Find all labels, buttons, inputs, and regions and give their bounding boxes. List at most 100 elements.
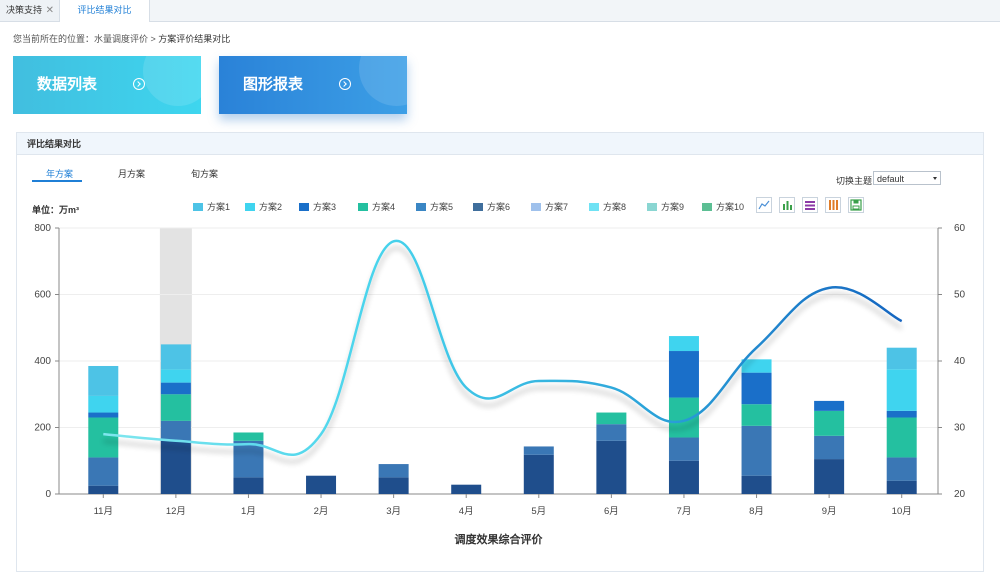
bar-segment <box>88 417 119 458</box>
theme-label: 切换主题 <box>836 176 873 186</box>
bar-segment <box>668 460 699 494</box>
legend-label: 方案1 <box>207 202 231 212</box>
tab-label: 决策支持 <box>6 5 43 15</box>
x-axis-title: 调度效果综合评价 <box>455 532 544 546</box>
breadcrumb-current: 方案评价结果对比 <box>158 34 231 44</box>
legend-item[interactable]: 方案8 <box>589 202 626 214</box>
bar-chart-icon[interactable] <box>779 197 795 213</box>
bar-segment <box>741 425 772 476</box>
legend-item[interactable]: 方案3 <box>299 202 336 214</box>
x-tick-label: 6月 <box>604 506 619 517</box>
unit-label: 单位：万m³ <box>32 205 79 215</box>
arrow-circle-icon <box>339 78 351 90</box>
x-tick-label: 9月 <box>822 506 837 517</box>
legend-item[interactable]: 方案1 <box>193 202 230 214</box>
chart-report-button[interactable]: 图形报表 <box>219 56 407 114</box>
bar-segment <box>668 351 699 398</box>
theme-select[interactable]: default <box>873 171 941 185</box>
x-tick-label: 10月 <box>892 506 912 517</box>
bar-segment <box>378 464 409 478</box>
bar-segment <box>88 365 119 396</box>
legend-swatch <box>473 203 483 211</box>
bar-segment <box>160 369 191 383</box>
bar-segment <box>886 410 917 418</box>
data-list-button[interactable]: 数据列表 <box>13 56 201 114</box>
legend-swatch <box>416 203 426 211</box>
y2-tick-label: 50 <box>954 290 966 301</box>
legend-label: 方案10 <box>716 202 745 212</box>
y2-tick-label: 30 <box>954 423 966 434</box>
x-tick-label: 2月 <box>314 506 329 517</box>
x-tick-label: 7月 <box>677 506 692 517</box>
bar-segment <box>233 440 264 478</box>
legend-swatch <box>702 203 712 211</box>
tiled-icon[interactable] <box>825 197 841 213</box>
stack-icon[interactable] <box>802 197 818 213</box>
legend-item[interactable]: 方案7 <box>531 202 568 214</box>
line-chart-icon[interactable] <box>756 197 772 213</box>
bar-segment <box>886 347 917 370</box>
tab-comparison[interactable]: 评比结果对比 <box>60 0 150 22</box>
legend-swatch <box>589 203 599 211</box>
series-line <box>103 239 903 456</box>
bar-segment <box>523 454 554 494</box>
bar-segment <box>814 459 845 494</box>
legend-item[interactable]: 方案4 <box>358 202 395 214</box>
legend-item[interactable]: 方案10 <box>702 202 744 214</box>
chevron-down-icon <box>933 177 937 180</box>
bar-segment <box>596 424 627 441</box>
breadcrumb-item[interactable]: 水量调度评价 <box>94 34 149 44</box>
y2-tick-label: 20 <box>954 489 966 500</box>
bar-segment <box>886 457 917 481</box>
bar-segment <box>741 475 772 494</box>
bar-segment <box>160 382 191 395</box>
legend-item[interactable]: 方案5 <box>416 202 453 214</box>
y-tick-label: 200 <box>34 423 51 434</box>
x-tick-label: 8月 <box>749 506 764 517</box>
y2-tick-label: 60 <box>954 223 966 234</box>
subtab-yearly[interactable]: 年方案 <box>46 169 74 179</box>
legend-item[interactable]: 方案6 <box>473 202 510 214</box>
bar-segment <box>88 395 119 413</box>
bar-segment <box>741 372 772 405</box>
legend-label: 方案5 <box>430 202 454 212</box>
bar-segment <box>160 344 191 370</box>
legend-swatch <box>245 203 255 211</box>
subtab-dekad[interactable]: 旬方案 <box>191 169 219 179</box>
subtab-monthly[interactable]: 月方案 <box>118 169 146 179</box>
comparison-panel: 评比结果对比 <box>16 132 984 572</box>
bar-segment <box>668 336 699 352</box>
bar-segment <box>886 369 917 411</box>
legend-item[interactable]: 方案2 <box>245 202 282 214</box>
legend-label: 方案8 <box>603 202 627 212</box>
x-tick-label: 11月 <box>94 506 113 517</box>
bar-segment <box>814 435 845 460</box>
close-icon[interactable]: ✕ <box>45 5 54 16</box>
chart-report-label: 图形报表 <box>243 76 304 93</box>
bar-segment <box>741 404 772 426</box>
bar-segment <box>160 420 191 441</box>
legend-item[interactable]: 方案9 <box>647 202 684 214</box>
bar-segment <box>596 412 627 425</box>
bar-segment <box>523 446 554 455</box>
bar-segment <box>741 359 772 373</box>
y2-tick-label: 40 <box>954 356 966 367</box>
y-tick-label: 400 <box>34 356 51 367</box>
theme-value: default <box>877 174 905 184</box>
legend-swatch <box>299 203 309 211</box>
bar-segment <box>886 417 917 458</box>
legend-label: 方案4 <box>372 202 396 212</box>
x-tick-label: 12月 <box>166 506 186 517</box>
bar-segment <box>596 440 627 494</box>
bar-segment <box>88 485 119 494</box>
tab-bar: 决策支持 ✕ 评比结果对比 <box>0 0 1000 22</box>
save-image-icon[interactable] <box>848 197 864 213</box>
arrow-circle-icon <box>133 78 145 90</box>
bar-segment <box>160 394 191 421</box>
tab-decision-support[interactable]: 决策支持 ✕ <box>0 0 60 21</box>
legend-label: 方案3 <box>313 202 337 212</box>
legend-label: 方案2 <box>259 202 283 212</box>
x-tick-label: 4月 <box>459 506 474 517</box>
bar-segment <box>233 432 264 441</box>
